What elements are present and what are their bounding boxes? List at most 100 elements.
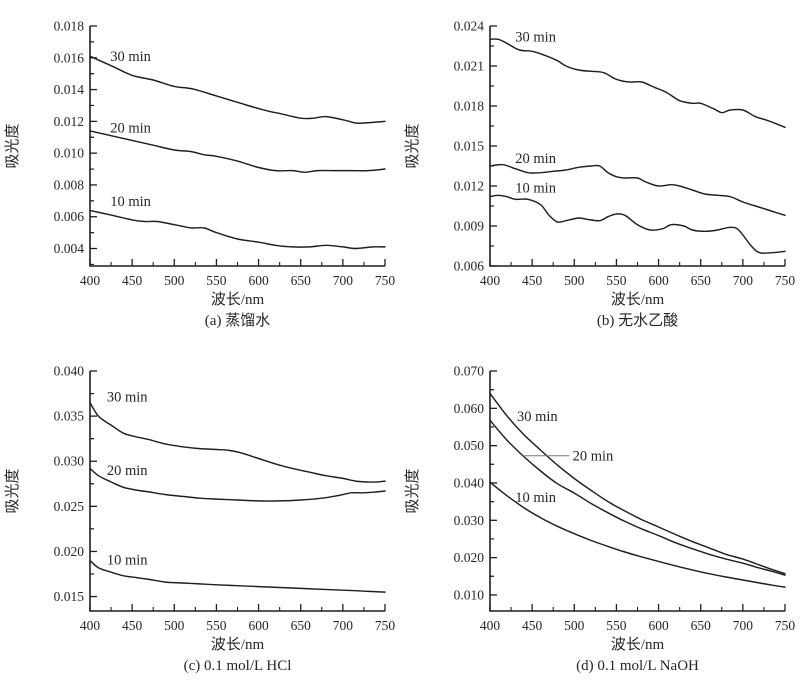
x-tick-label: 450 bbox=[122, 618, 143, 633]
x-tick-label: 650 bbox=[291, 273, 312, 288]
series-curve-30-min bbox=[489, 392, 786, 575]
x-tick-label: 700 bbox=[333, 618, 354, 633]
series-curve-20-min bbox=[89, 130, 386, 173]
y-tick-label: 0.006 bbox=[54, 209, 85, 224]
x-tick-label: 450 bbox=[522, 618, 543, 633]
y-tick-label: 0.030 bbox=[454, 513, 485, 528]
y-tick-label: 0.015 bbox=[54, 589, 85, 604]
curve-label-10-min: 10 min bbox=[107, 553, 148, 569]
curve-label-30-min: 30 min bbox=[107, 389, 148, 405]
panel-b: 400 450 500 550 600 650 700 750 0.006 0.009 0.012 0… bbox=[400, 0, 800, 345]
y-tick-label: 0.040 bbox=[54, 364, 85, 379]
y-tick-label: 0.014 bbox=[54, 82, 85, 97]
x-tick-label: 400 bbox=[480, 273, 501, 288]
x-axis-title: 波长/nm bbox=[211, 636, 265, 653]
x-tick-label: 650 bbox=[691, 273, 712, 288]
series-curve-30-min bbox=[489, 38, 786, 129]
series-curve-10-min bbox=[89, 559, 386, 593]
x-tick-label: 700 bbox=[733, 273, 754, 288]
curve-label-30-min: 30 min bbox=[515, 30, 556, 46]
x-tick-label: 500 bbox=[164, 618, 185, 633]
curve-label-10-min: 10 min bbox=[515, 490, 556, 506]
y-axis-title: 吸光度 bbox=[404, 123, 421, 168]
panel-c: 400 450 500 550 600 650 700 750 0.015 0.020 0.025 0… bbox=[0, 345, 400, 689]
series-curve-20-min bbox=[489, 163, 786, 217]
x-axis-title: 波长/nm bbox=[211, 291, 265, 308]
x-tick-label: 550 bbox=[206, 273, 227, 288]
x-tick-label: 600 bbox=[248, 618, 269, 633]
y-axis-title: 吸光度 bbox=[4, 123, 21, 168]
x-tick-label: 550 bbox=[206, 618, 227, 633]
x-tick-label: 550 bbox=[606, 618, 627, 633]
curve-label-10-min: 10 min bbox=[515, 180, 556, 196]
y-tick-label: 0.008 bbox=[54, 177, 85, 192]
panel-caption: (a) 蒸馏水 bbox=[205, 312, 270, 329]
y-tick-label: 0.018 bbox=[454, 99, 485, 114]
x-axis-title: 波长/nm bbox=[611, 636, 665, 653]
curve-label-20-min: 20 min bbox=[110, 121, 151, 137]
y-tick-label: 0.021 bbox=[454, 59, 484, 74]
x-tick-label: 750 bbox=[775, 273, 796, 288]
y-tick-label: 0.009 bbox=[454, 219, 485, 234]
x-tick-label: 500 bbox=[564, 273, 585, 288]
y-axis-title: 吸光度 bbox=[4, 468, 21, 513]
curve-label-10-min: 10 min bbox=[110, 194, 151, 210]
y-tick-label: 0.025 bbox=[54, 499, 85, 514]
x-tick-label: 500 bbox=[564, 618, 585, 633]
y-tick-label: 0.020 bbox=[54, 544, 85, 559]
curve-label-20-min: 20 min bbox=[515, 151, 556, 167]
y-axis-title: 吸光度 bbox=[404, 468, 421, 513]
y-tick-label: 0.010 bbox=[454, 587, 485, 602]
y-tick-label: 0.020 bbox=[454, 550, 485, 565]
y-tick-label: 0.016 bbox=[54, 50, 85, 65]
x-tick-label: 600 bbox=[648, 273, 669, 288]
series-curve-10-min bbox=[89, 209, 386, 250]
chart-a: 400 450 500 550 600 650 700 750 0.004 0.006 0.008 0… bbox=[4, 19, 396, 330]
series-curve-10-min bbox=[489, 194, 786, 254]
y-tick-label: 0.040 bbox=[454, 475, 485, 490]
curve-label-20-min: 20 min bbox=[107, 463, 148, 479]
x-tick-label: 750 bbox=[375, 618, 396, 633]
y-tick-label: 0.010 bbox=[54, 146, 85, 161]
x-axis-title: 波长/nm bbox=[611, 291, 665, 308]
y-tick-label: 0.070 bbox=[454, 364, 485, 379]
panel-d: 400 450 500 550 600 650 700 750 0.010 0.020 0.030 0… bbox=[400, 345, 800, 689]
y-tick-label: 0.030 bbox=[54, 454, 85, 469]
y-tick-label: 0.024 bbox=[454, 19, 485, 34]
series-curve-30-min bbox=[89, 55, 386, 124]
x-tick-label: 650 bbox=[691, 618, 712, 633]
x-tick-label: 500 bbox=[164, 273, 185, 288]
x-tick-label: 550 bbox=[606, 273, 627, 288]
y-tick-label: 0.012 bbox=[454, 179, 484, 194]
chart-c: 400 450 500 550 600 650 700 750 0.015 0.020 0.025 0… bbox=[4, 364, 396, 675]
x-tick-label: 750 bbox=[375, 273, 396, 288]
chart-b: 400 450 500 550 600 650 700 750 0.006 0.009 0.012 0… bbox=[404, 19, 796, 330]
y-tick-label: 0.018 bbox=[54, 19, 85, 34]
y-tick-label: 0.060 bbox=[454, 401, 485, 416]
x-tick-label: 400 bbox=[80, 273, 101, 288]
curve-label-30-min: 30 min bbox=[517, 409, 558, 425]
x-tick-label: 750 bbox=[775, 618, 796, 633]
x-tick-label: 700 bbox=[733, 618, 754, 633]
x-tick-label: 600 bbox=[648, 618, 669, 633]
y-tick-label: 0.004 bbox=[54, 241, 85, 256]
curve-label-30-min: 30 min bbox=[110, 49, 151, 65]
series-curve-20-min bbox=[89, 467, 386, 502]
y-tick-label: 0.015 bbox=[454, 139, 485, 154]
panel-caption: (c) 0.1 mol/L HCl bbox=[184, 658, 292, 674]
y-tick-label: 0.035 bbox=[54, 409, 85, 424]
chart-d: 400 450 500 550 600 650 700 750 0.010 0.020 0.030 0… bbox=[404, 364, 796, 675]
panel-caption: (d) 0.1 mol/L NaOH bbox=[576, 658, 699, 674]
axis-spines bbox=[489, 26, 785, 267]
panel-a: 400 450 500 550 600 650 700 750 0.004 0.006 0.008 0… bbox=[0, 0, 400, 345]
panel-caption: (b) 无水乙酸 bbox=[597, 312, 678, 329]
series-curve-20-min bbox=[489, 419, 786, 576]
x-tick-label: 450 bbox=[122, 273, 143, 288]
x-tick-label: 700 bbox=[333, 273, 354, 288]
y-tick-label: 0.006 bbox=[454, 259, 485, 274]
x-tick-label: 650 bbox=[291, 618, 312, 633]
x-tick-label: 400 bbox=[480, 618, 501, 633]
y-tick-label: 0.050 bbox=[454, 438, 485, 453]
x-tick-label: 600 bbox=[248, 273, 269, 288]
